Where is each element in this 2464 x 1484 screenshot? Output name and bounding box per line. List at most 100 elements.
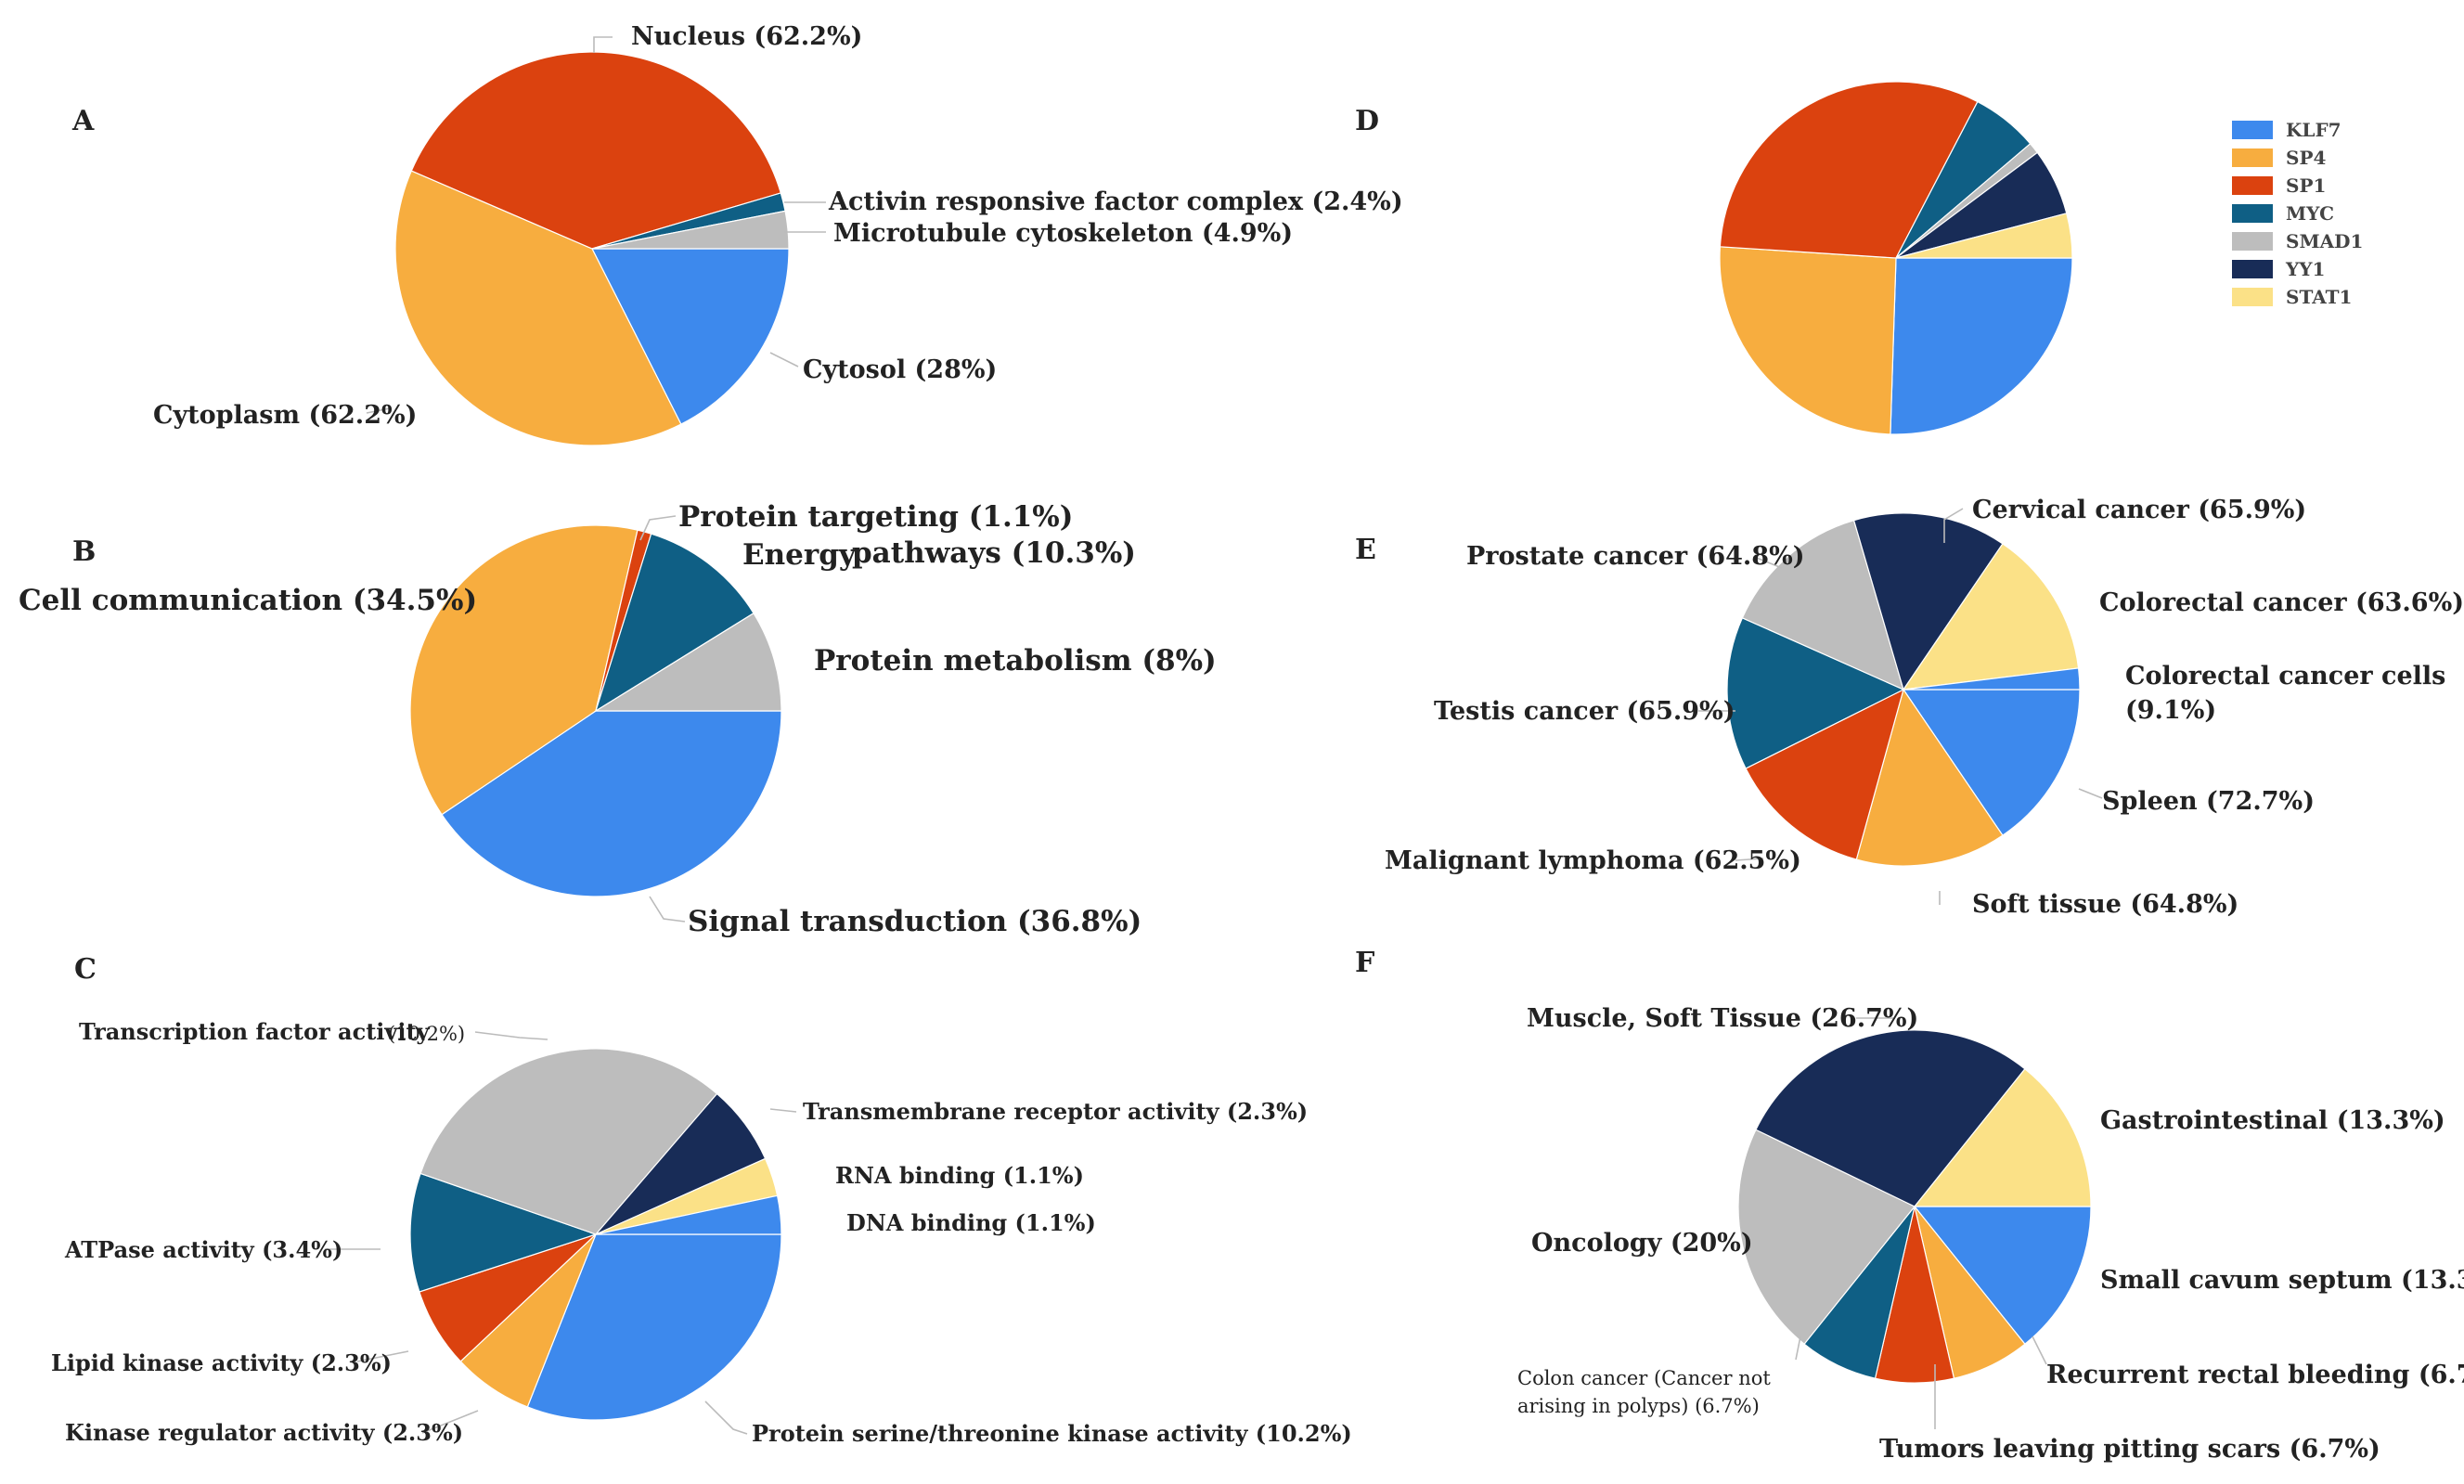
pie-e [1726, 512, 2081, 867]
label-transcription: Transcription factor activity [79, 1018, 431, 1045]
legend-swatch-yy1 [2232, 260, 2273, 278]
label-cervical: Cervical cancer (65.9%) [1972, 496, 2306, 524]
legend-label-klf7: KLF7 [2286, 119, 2341, 141]
legend-label-smad1: SMAD1 [2286, 230, 2363, 252]
pie-b-slice-2 [409, 524, 639, 816]
leader-spleen [2078, 788, 2103, 799]
label-crc-cells-a: Colorectal cancer cells [2125, 662, 2445, 690]
leader-lipid [356, 1350, 409, 1362]
panel-letter-a: A [71, 105, 95, 137]
pie-a-slice-2 [394, 170, 682, 446]
legend-swatch-sp4 [2232, 148, 2273, 167]
label-colon-b: arising in polyps) (6.7%) [1517, 1395, 1760, 1417]
leader-transmembrane [769, 1108, 797, 1113]
leader-transcription [474, 1031, 548, 1040]
legend-swatch-klf7 [2232, 121, 2273, 139]
label-testis: Testis cancer (65.9%) [1434, 697, 1735, 726]
leader-nucleus [593, 36, 613, 53]
legend-swatch-sp1 [2232, 176, 2273, 195]
pie-a [394, 51, 790, 446]
label-signal-transduction: Signal transduction (36.8%) [688, 905, 1142, 938]
pie-d-slice-7 [1895, 213, 2073, 259]
pie-f-slice-1 [1913, 1206, 2092, 1346]
legend-label-stat1: STAT1 [2286, 286, 2352, 308]
pie-d-slice-2 [1719, 246, 1897, 435]
leader-serine [704, 1400, 748, 1435]
legend-swatch-myc [2232, 204, 2273, 223]
pie-b-slice-1 [441, 710, 782, 897]
pie-f [1737, 1029, 2092, 1384]
label-bleeding: Recurrent rectal bleeding (6.7%) [2046, 1361, 2464, 1389]
pie-b-slice-4 [594, 533, 755, 713]
label-atpase: ATPase activity (3.4%) [64, 1236, 342, 1263]
label-septum: Small cavum septum (13.3%) [2100, 1266, 2464, 1295]
pie-f-slice-7 [1913, 1067, 2092, 1207]
pie-e-slice-4 [1726, 617, 1905, 769]
legend-label-sp4: SP4 [2286, 147, 2326, 169]
label-energy-a: Energy [742, 538, 857, 572]
pie-c [409, 1048, 782, 1421]
panel-letter-e: E [1355, 534, 1376, 566]
leader-lines [325, 36, 2103, 1435]
label-lipid-kinase: Lipid kinase activity (2.3%) [51, 1349, 392, 1376]
label-transcription-pct: (10.2%) [388, 1023, 465, 1045]
pie-e-slice-2 [1855, 688, 2004, 867]
leader-bleeding [2032, 1336, 2047, 1365]
pie-e-slice-1 [1902, 689, 2081, 836]
label-protein-metabolism: Protein metabolism (8%) [814, 644, 1217, 677]
label-rna-binding: RNA binding (1.1%) [835, 1162, 1084, 1189]
pie-c-slice-1 [526, 1233, 782, 1421]
leader-colon [1795, 1336, 1801, 1361]
pie-e-slice-6 [1852, 512, 2004, 691]
legend-d: KLF7 SP4 SP1 MYC SMAD1 YY1 STAT1 [2232, 119, 2363, 308]
label-dna-binding: DNA binding (1.1%) [846, 1209, 1096, 1236]
label-prostate: Prostate cancer (64.8%) [1466, 542, 1805, 571]
pie-e-slice-5 [1741, 519, 1904, 691]
pie-e-slice-7 [1902, 543, 2080, 690]
pie-c-slice-5 [419, 1048, 718, 1235]
pie-c-slice-8 [595, 1194, 782, 1235]
panel-e-labels: E Cervical cancer (65.9%) Prostate cance… [1355, 496, 2464, 919]
legend-label-sp1: SP1 [2286, 174, 2326, 197]
pie-e-slice-3 [1745, 688, 1904, 860]
label-gastro: Gastrointestinal (13.3%) [2100, 1106, 2445, 1135]
label-oncology: Oncology (20%) [1531, 1229, 1753, 1258]
panel-letter-f: F [1355, 947, 1374, 979]
panel-b-labels: B Protein targeting (1.1%) Energy pathwa… [19, 500, 1217, 938]
label-cytosol: Cytosol (28%) [803, 355, 997, 384]
pie-b [409, 524, 782, 897]
label-microtubule: Microtubule cytoskeleton (4.9%) [833, 219, 1293, 248]
label-colon-a: Colon cancer (Cancer not [1517, 1367, 1771, 1389]
pie-a-slice-5 [591, 210, 790, 250]
label-spleen: Spleen (72.7%) [2102, 787, 2315, 816]
legend-swatch-stat1 [2232, 288, 2273, 306]
pie-a-slice-1 [591, 248, 790, 425]
label-crc-cells-b: (9.1%) [2125, 696, 2216, 725]
label-activin: Activin responsive factor complex (2.4%) [828, 187, 1403, 216]
label-transmembrane: Transmembrane receptor activity (2.3%) [803, 1098, 1308, 1125]
label-nucleus: Nucleus (62.2%) [631, 22, 862, 51]
pie-c-slice-4 [409, 1172, 598, 1293]
label-kinase-regulator: Kinase regulator activity (2.3%) [65, 1419, 463, 1446]
panel-c-labels: C Transcription factor activity (10.2%) … [51, 953, 1352, 1447]
panel-f-labels: F Muscle, Soft Tissue (26.7%) Gastrointe… [1355, 947, 2464, 1464]
leader-cytosol [769, 352, 799, 368]
label-scars: Tumors leaving pitting scars (6.7%) [1879, 1435, 2380, 1464]
label-muscle: Muscle, Soft Tissue (26.7%) [1527, 1004, 1918, 1033]
pie-f-slice-6 [1755, 1029, 2026, 1207]
legend-swatch-smad1 [2232, 232, 2273, 251]
label-serine-kinase: Protein serine/threonine kinase activity… [752, 1420, 1352, 1447]
pie-f-slice-5 [1737, 1129, 1916, 1346]
leader-prostate [1753, 556, 1783, 569]
label-lymphoma: Malignant lymphoma (62.5%) [1385, 846, 1801, 875]
leader-cytoplasm [366, 407, 391, 414]
pie-a-slice-3 [410, 51, 782, 250]
label-cytoplasm: Cytoplasm (62.2%) [153, 401, 417, 430]
legend-label-myc: MYC [2286, 202, 2334, 225]
leader-cervical [1943, 508, 1964, 543]
label-colorectal: Colorectal cancer (63.6%) [2099, 588, 2464, 617]
panel-letter-d: D [1355, 105, 1379, 137]
label-soft-tissue: Soft tissue (64.8%) [1972, 890, 2238, 919]
pie-d [1719, 81, 2073, 435]
